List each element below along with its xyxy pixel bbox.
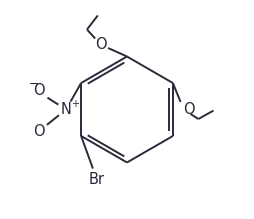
Text: O: O xyxy=(34,83,45,97)
Text: N: N xyxy=(61,102,71,117)
Text: +: + xyxy=(71,99,79,109)
Text: O: O xyxy=(95,37,107,52)
Text: −: − xyxy=(28,78,39,91)
Text: O: O xyxy=(183,102,195,117)
Text: O: O xyxy=(34,124,45,139)
Text: Br: Br xyxy=(89,172,105,187)
